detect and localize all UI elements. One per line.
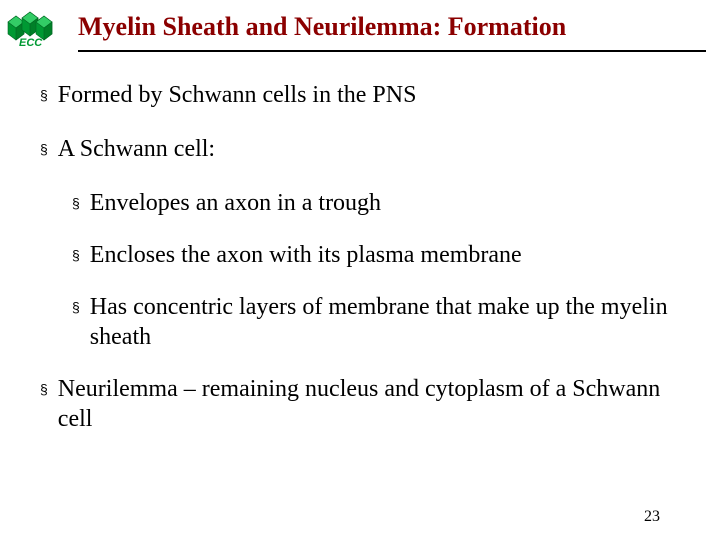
bullet-marker-icon: § bbox=[72, 247, 80, 263]
bullet-level2: § Encloses the axon with its plasma memb… bbox=[72, 240, 690, 270]
slide-title: Myelin Sheath and Neurilemma: Formation bbox=[78, 12, 566, 42]
page-number: 23 bbox=[644, 508, 660, 526]
bullet-text: Has concentric layers of membrane that m… bbox=[90, 292, 690, 352]
slide-header: ECC Myelin Sheath and Neurilemma: Format… bbox=[0, 0, 720, 48]
bullet-level2: § Envelopes an axon in a trough bbox=[72, 188, 690, 218]
bullet-text: Envelopes an axon in a trough bbox=[90, 188, 381, 218]
bullet-level1: § A Schwann cell: bbox=[40, 134, 690, 164]
bullet-level2: § Has concentric layers of membrane that… bbox=[72, 292, 690, 352]
bullet-text: Neurilemma – remaining nucleus and cytop… bbox=[58, 374, 690, 434]
bullet-marker-icon: § bbox=[40, 381, 48, 397]
bullet-text: Formed by Schwann cells in the PNS bbox=[58, 80, 417, 110]
bullet-level1: § Formed by Schwann cells in the PNS bbox=[40, 80, 690, 110]
bullet-marker-icon: § bbox=[40, 87, 48, 103]
svg-text:ECC: ECC bbox=[19, 37, 43, 48]
slide-body: § Formed by Schwann cells in the PNS § A… bbox=[0, 52, 720, 434]
bullet-marker-icon: § bbox=[40, 141, 48, 157]
bullet-level1: § Neurilemma – remaining nucleus and cyt… bbox=[40, 374, 690, 434]
bullet-marker-icon: § bbox=[72, 299, 80, 315]
bullet-text: Encloses the axon with its plasma membra… bbox=[90, 240, 522, 270]
bullet-marker-icon: § bbox=[72, 195, 80, 211]
bullet-text: A Schwann cell: bbox=[58, 134, 215, 164]
ecc-logo-icon: ECC bbox=[6, 6, 66, 48]
